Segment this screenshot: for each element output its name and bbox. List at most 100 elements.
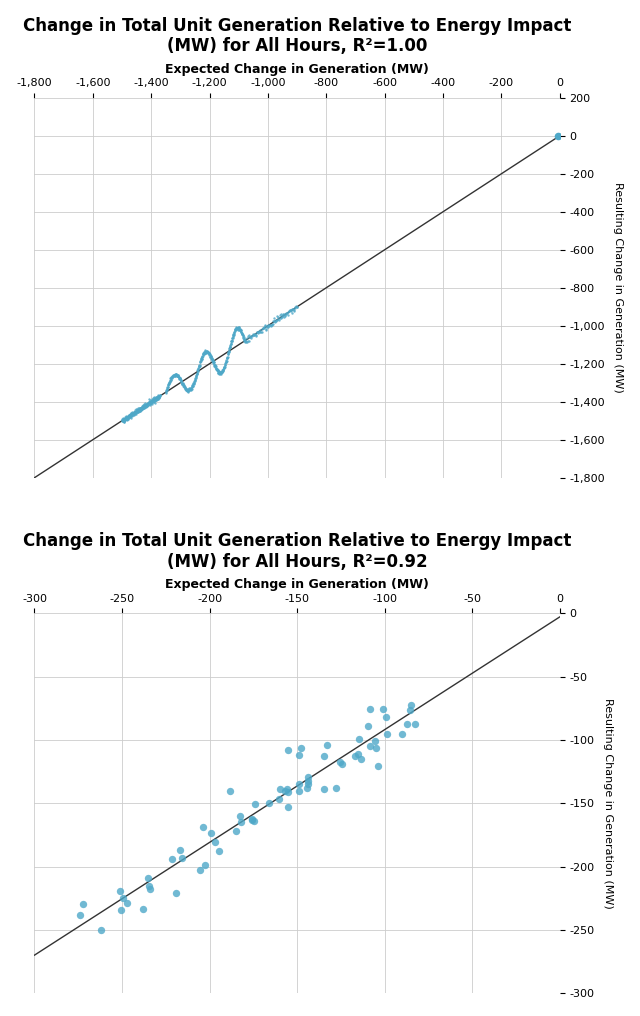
Point: [234, 321, 244, 337]
Point: [172, 368, 182, 384]
Point: [191, 368, 201, 384]
Point: [182, 382, 192, 398]
Point: [249, 327, 259, 343]
Point: [214, 366, 224, 382]
Point: [136, 400, 146, 417]
Point: [132, 404, 143, 421]
Point: [122, 409, 132, 426]
Point: [202, 344, 212, 361]
Point: [148, 390, 159, 406]
Point: [228, 326, 238, 342]
Point: [237, 328, 248, 344]
Point: [251, 327, 261, 343]
Point: [148, 393, 159, 409]
Point: [243, 332, 253, 348]
Point: [125, 407, 136, 424]
Point: [253, 323, 264, 339]
Point: [256, 324, 266, 340]
Point: [146, 395, 156, 411]
Point: [247, 812, 257, 828]
Point: [213, 364, 223, 380]
Point: [213, 365, 223, 381]
Point: [162, 381, 172, 397]
Point: [264, 318, 275, 334]
Point: [259, 319, 269, 335]
Point: [175, 370, 185, 386]
Point: [176, 374, 186, 390]
Point: [127, 406, 138, 423]
Point: [237, 326, 248, 342]
Point: [128, 404, 138, 421]
Point: [275, 310, 285, 326]
Point: [168, 368, 178, 384]
Point: [220, 354, 230, 370]
Point: [147, 392, 157, 408]
Point: [148, 392, 158, 408]
Point: [260, 318, 270, 334]
Point: [145, 396, 155, 412]
Point: [250, 796, 260, 812]
Point: [140, 398, 150, 415]
Point: [371, 740, 381, 756]
Point: [220, 355, 230, 371]
Point: [138, 399, 148, 416]
Point: [239, 333, 250, 350]
Point: [189, 375, 199, 391]
Point: [280, 783, 290, 800]
Point: [173, 369, 184, 385]
Point: [296, 740, 306, 756]
Point: [171, 366, 181, 382]
Point: [183, 382, 193, 398]
Point: [179, 378, 189, 394]
Point: [120, 411, 131, 428]
Point: [203, 344, 213, 361]
Point: [126, 406, 136, 423]
Point: [225, 783, 235, 800]
Point: [250, 325, 260, 341]
Point: [168, 368, 179, 384]
Point: [168, 368, 178, 384]
Point: [118, 414, 129, 430]
Point: [135, 402, 145, 419]
Point: [257, 319, 268, 335]
Point: [138, 398, 148, 415]
Point: [207, 352, 217, 368]
Point: [303, 768, 313, 784]
Title: Change in Total Unit Generation Relative to Energy Impact
(MW) for All Hours, R²: Change in Total Unit Generation Relative…: [23, 532, 572, 571]
Point: [141, 398, 151, 415]
Point: [178, 376, 188, 392]
Point: [206, 351, 216, 367]
Point: [154, 389, 164, 405]
Point: [147, 393, 157, 409]
Point: [131, 402, 141, 419]
Point: [199, 343, 209, 360]
Point: [282, 307, 292, 323]
Point: [149, 393, 159, 409]
Point: [211, 360, 221, 376]
Point: [150, 392, 161, 408]
Point: [194, 358, 204, 374]
Point: [141, 398, 152, 415]
X-axis label: Expected Change in Generation (MW): Expected Change in Generation (MW): [165, 578, 429, 591]
Point: [141, 397, 151, 414]
Point: [284, 303, 294, 319]
Point: [231, 321, 241, 337]
Point: [118, 890, 128, 906]
Point: [257, 321, 267, 337]
Point: [136, 402, 146, 419]
Point: [137, 399, 147, 416]
Point: [136, 400, 146, 417]
Point: [166, 370, 177, 386]
Point: [236, 324, 246, 340]
Point: [181, 381, 191, 397]
Point: [232, 320, 243, 336]
Point: [127, 406, 137, 423]
Point: [204, 345, 214, 362]
Point: [170, 367, 180, 383]
Point: [134, 402, 145, 419]
Point: [154, 387, 164, 403]
Point: [135, 399, 145, 416]
Point: [236, 324, 246, 340]
Point: [200, 344, 211, 361]
Point: [353, 746, 364, 762]
